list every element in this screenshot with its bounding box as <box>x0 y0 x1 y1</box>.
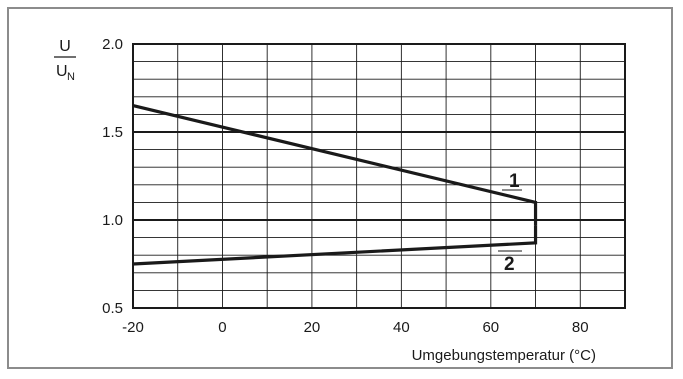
x-axis-label: Umgebungstemperatur (°C) <box>412 347 596 364</box>
series-label-2: 2 <box>504 254 515 275</box>
y-tick-label: 1.0 <box>102 212 123 229</box>
x-tick-label: 80 <box>572 319 589 336</box>
grid <box>133 44 625 308</box>
x-tick-label: 0 <box>218 319 226 336</box>
x-tick-label: 20 <box>304 319 321 336</box>
x-tick-label: 40 <box>393 319 410 336</box>
series-group <box>132 104 538 266</box>
x-tick-label: 60 <box>482 319 499 336</box>
y-axis-label: U U N <box>54 38 76 83</box>
y-tick-label: 2.0 <box>102 36 123 53</box>
y-label-numerator: U <box>59 38 71 55</box>
y-label-denominator-subscript: N <box>67 71 75 83</box>
x-tick-label: -20 <box>122 319 144 336</box>
y-label-denominator: U <box>56 63 68 80</box>
tick-labels: -20 0 20 40 60 80 0.5 1.0 1.5 2.0 <box>102 36 588 336</box>
y-tick-label: 0.5 <box>102 300 123 317</box>
series-label-1: 1 <box>509 171 520 192</box>
series-line-2 <box>132 225 538 266</box>
plot-area-border <box>132 43 626 309</box>
series-line-1 <box>132 104 538 226</box>
y-tick-label: 1.5 <box>102 124 123 141</box>
